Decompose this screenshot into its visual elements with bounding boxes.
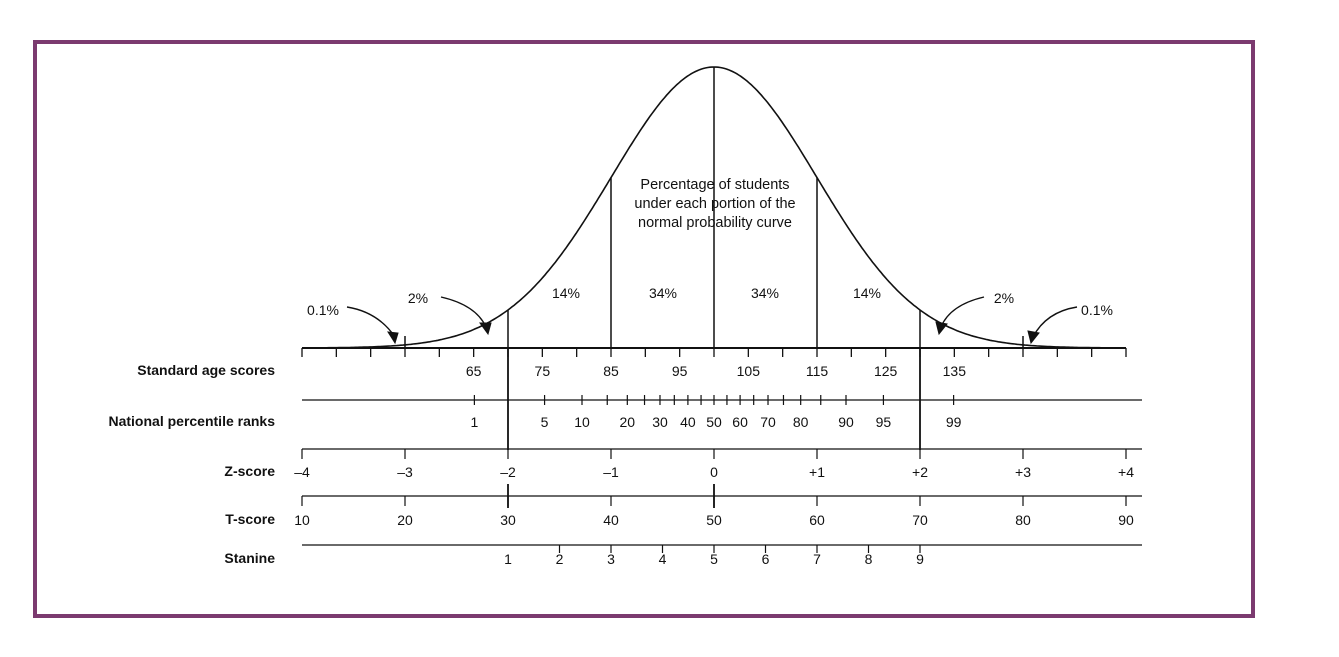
stanine-value: 6 (762, 551, 770, 567)
npr-value: 20 (620, 414, 636, 430)
sas-value: 105 (737, 363, 761, 379)
t-value: 20 (397, 512, 413, 528)
region-percent-label: 14% (552, 285, 580, 301)
z-value: +4 (1118, 464, 1134, 480)
row-label-t-score: T-score (225, 511, 275, 527)
npr-value: 60 (732, 414, 748, 430)
curve-layer (302, 66, 1126, 450)
sas-value: 65 (466, 363, 482, 379)
curve-caption: Percentage of students under each portio… (600, 176, 830, 233)
stanine-value: 4 (659, 551, 667, 567)
label-layer: 0.1%2% 14% 34% 34% 14% 2%0.1%65 75 85 95 105 115 12… (294, 285, 1134, 567)
region-percent-label: 2% (408, 290, 428, 306)
z-value: +3 (1015, 464, 1031, 480)
row-label-national-percentile-ranks: National percentile ranks (108, 413, 275, 429)
stanine-value: 9 (916, 551, 924, 567)
arrow-left-2-head (479, 322, 492, 336)
row-label-z-score: Z-score (224, 463, 275, 479)
npr-value: 80 (793, 414, 809, 430)
t-value: 70 (912, 512, 928, 528)
stanine-value: 1 (504, 551, 512, 567)
npr-value: 10 (574, 414, 590, 430)
t-value: 60 (809, 512, 825, 528)
caption-line-2: under each portion of the (634, 196, 796, 212)
npr-value: 95 (876, 414, 892, 430)
figure-frame (33, 40, 1255, 618)
region-percent-label: 0.1% (1081, 302, 1113, 318)
sas-value: 75 (535, 363, 551, 379)
region-percent-label: 14% (853, 285, 881, 301)
t-value: 40 (603, 512, 619, 528)
region-percent-label: 2% (994, 290, 1014, 306)
z-value: –2 (500, 464, 516, 480)
stanine-value: 3 (607, 551, 615, 567)
caption-line-1: Percentage of students (640, 177, 790, 193)
z-value: +2 (912, 464, 928, 480)
z-value: –4 (294, 464, 310, 480)
sas-value: 125 (874, 363, 898, 379)
stanine-value: 2 (556, 551, 564, 567)
region-percent-label: 0.1% (307, 302, 339, 318)
t-value: 80 (1015, 512, 1031, 528)
z-value: +1 (809, 464, 825, 480)
region-percent-label: 34% (649, 285, 677, 301)
npr-value: 40 (680, 414, 696, 430)
t-value: 30 (500, 512, 516, 528)
t-value: 90 (1118, 512, 1134, 528)
z-value: –1 (603, 464, 619, 480)
arrow-left-0-1-head (387, 331, 399, 345)
t-value: 10 (294, 512, 310, 528)
npr-value: 1 (470, 414, 478, 430)
sas-value: 85 (603, 363, 619, 379)
arrow-right-2-head (935, 321, 948, 336)
npr-value: 30 (652, 414, 668, 430)
sas-value: 95 (672, 363, 688, 379)
sas-value: 135 (943, 363, 967, 379)
npr-value: 50 (706, 414, 722, 430)
stanine-value: 7 (813, 551, 821, 567)
region-percent-label: 34% (751, 285, 779, 301)
stanine-value: 8 (865, 551, 873, 567)
arrow-right-2 (940, 296, 985, 328)
t-value: 50 (706, 512, 722, 528)
row-label-stanine: Stanine (224, 550, 275, 566)
arrow-right-0-1 (1032, 306, 1078, 338)
z-value: 0 (710, 464, 718, 480)
npr-value: 70 (760, 414, 776, 430)
stanine-value: 5 (710, 551, 718, 567)
npr-value: 99 (946, 414, 962, 430)
z-value: –3 (397, 464, 413, 480)
sas-value: 115 (806, 363, 829, 379)
caption-line-3: normal probability curve (638, 215, 792, 231)
arrow-right-0-1-head (1027, 330, 1040, 345)
npr-value: 90 (838, 414, 854, 430)
axis-layer (301, 347, 1142, 553)
row-label-standard-age-scores: Standard age scores (137, 362, 275, 378)
npr-value: 5 (541, 414, 549, 430)
